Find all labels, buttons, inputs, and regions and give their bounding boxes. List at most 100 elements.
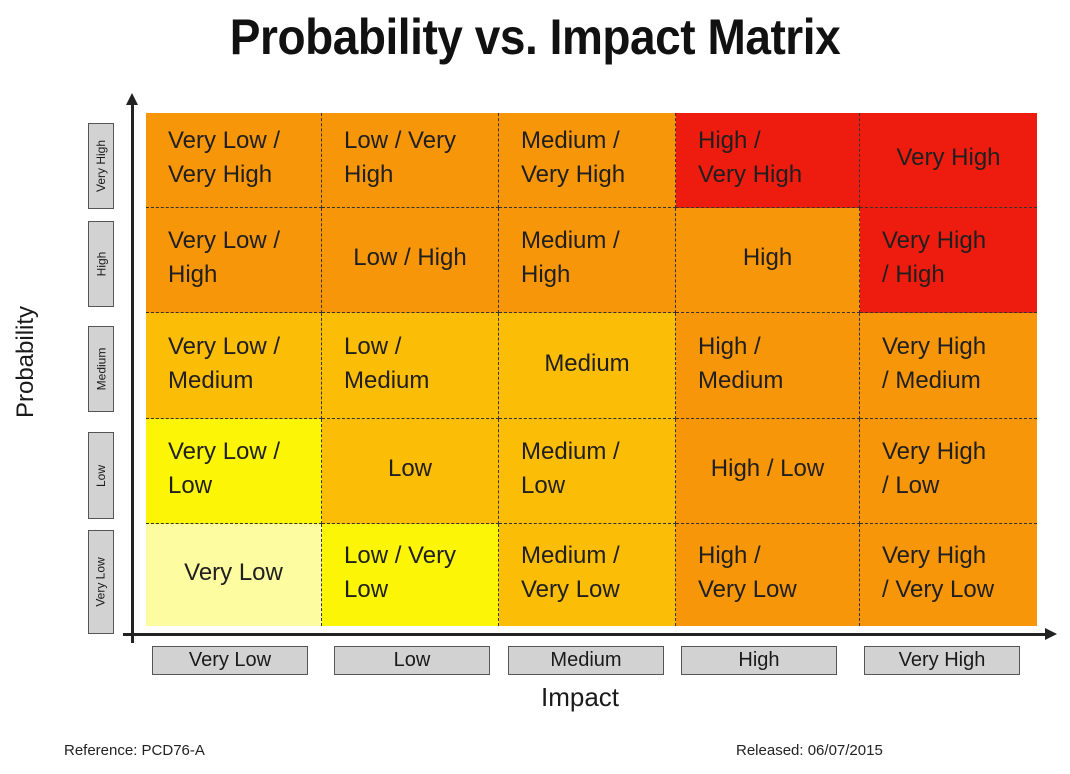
matrix-cell-high-prob-medium-impact: Medium / High <box>499 208 676 313</box>
matrix-cell-medium-prob-very-low-impact: Very Low / Medium <box>146 313 322 419</box>
matrix-cell-line: Low <box>168 472 213 499</box>
matrix-cell-line: Low <box>344 576 389 603</box>
matrix-cell-line: Very Low / <box>168 127 281 154</box>
matrix-cell-text: Very Low / Medium <box>168 330 280 398</box>
risk-matrix-grid: Very Low / Very High Low / Very High Medium … <box>146 113 1037 626</box>
matrix-cell-line: Very High <box>168 161 273 188</box>
matrix-cell-low-prob-low-impact: Low <box>322 419 499 524</box>
matrix-cell-line: Very Low / <box>168 438 281 465</box>
matrix-cell-low-prob-very-high-impact: Very High / Low <box>860 419 1037 524</box>
matrix-cell-text: Very High / Low <box>882 435 986 503</box>
matrix-cell-text: High / Low <box>711 452 824 486</box>
matrix-cell-line: High <box>742 244 793 271</box>
probability-level-high: High <box>88 221 114 307</box>
matrix-cell-line: Medium <box>344 366 430 394</box>
matrix-cell-medium-prob-high-impact: High / Medium <box>676 313 860 419</box>
matrix-cell-text: Medium / Low <box>521 435 620 503</box>
matrix-cell-line: High <box>168 261 218 288</box>
probability-level-label: Very Low <box>94 557 109 607</box>
matrix-cell-line: Medium <box>168 366 254 394</box>
matrix-cell-line: Very High <box>882 227 987 254</box>
matrix-cell-text: Medium <box>544 347 629 381</box>
matrix-cell-line: Very High <box>882 438 987 465</box>
matrix-cell-very-high-prob-high-impact: High / Very High <box>676 113 860 208</box>
matrix-cell-high-prob-very-high-impact: Very High / High <box>860 208 1037 313</box>
matrix-cell-text: Very Low / Low <box>168 435 280 503</box>
matrix-cell-text: Very High <box>896 141 1000 175</box>
matrix-cell-line: Very Low / <box>168 227 281 254</box>
x-axis-arrow <box>1045 628 1057 640</box>
matrix-cell-line: / High <box>882 261 945 288</box>
matrix-cell-line: Low <box>521 472 566 499</box>
matrix-cell-very-high-prob-medium-impact: Medium / Very High <box>499 113 676 208</box>
matrix-cell-line: Medium <box>698 366 784 394</box>
page-title: Probability vs. Impact Matrix <box>229 9 841 65</box>
matrix-cell-very-low-prob-low-impact: Low / Very Low <box>322 524 499 626</box>
y-axis-line <box>131 100 134 643</box>
matrix-cell-very-high-prob-very-low-impact: Very Low / Very High <box>146 113 322 208</box>
matrix-cell-text: High / Medium <box>698 330 783 398</box>
matrix-cell-low-prob-medium-impact: Medium / Low <box>499 419 676 524</box>
matrix-cell-text: Very Low / Very High <box>168 124 280 192</box>
matrix-cell-line: Low / <box>344 332 402 360</box>
y-axis-arrow <box>126 93 138 105</box>
matrix-cell-text: Low / Very High <box>344 124 456 192</box>
matrix-cell-medium-prob-low-impact: Low / Medium <box>322 313 499 419</box>
matrix-cell-text: Low / High <box>353 241 466 275</box>
y-axis-label: Probability <box>12 305 39 419</box>
matrix-cell-line: High <box>521 261 571 288</box>
matrix-cell-very-low-prob-very-low-impact: Very Low <box>146 524 322 626</box>
matrix-cell-text: Very High / High <box>882 224 986 292</box>
matrix-cell-text: Medium / Very High <box>521 124 625 192</box>
matrix-cell-very-high-prob-very-high-impact: Very High <box>860 113 1037 208</box>
matrix-cell-high-prob-low-impact: Low / High <box>322 208 499 313</box>
probability-level-label: Low <box>93 464 108 487</box>
impact-level-very-low: Very Low <box>152 646 308 675</box>
matrix-cell-text: High <box>743 241 792 275</box>
matrix-cell-text: Very High / Medium <box>882 330 986 398</box>
matrix-cell-line: Medium / <box>521 227 620 254</box>
matrix-cell-low-prob-high-impact: High / Low <box>676 419 860 524</box>
matrix-cell-line: High / Low <box>710 455 825 482</box>
matrix-cell-line: High / <box>698 542 761 569</box>
impact-level-medium: Medium <box>508 646 664 675</box>
probability-level-label: Medium <box>94 347 108 391</box>
matrix-cell-line: / Medium <box>882 366 981 394</box>
matrix-cell-line: Low <box>387 455 433 482</box>
probability-level-medium: Medium <box>88 326 114 412</box>
matrix-cell-line: Very High <box>698 161 803 188</box>
probability-level-label: Very High <box>94 139 108 193</box>
matrix-cell-line: Medium / <box>521 127 620 154</box>
matrix-cell-line: Low / Very <box>344 542 457 569</box>
matrix-cell-text: Low / Medium <box>344 330 429 398</box>
matrix-cell-line: Low / Very <box>344 127 457 154</box>
matrix-cell-line: High / <box>698 332 761 360</box>
matrix-cell-line: Very High <box>521 161 626 188</box>
footer-reference: Reference: PCD76-A <box>64 742 205 759</box>
matrix-cell-text: Very Low / High <box>168 224 280 292</box>
matrix-cell-line: / Very Low <box>882 576 995 603</box>
matrix-cell-line: Very High <box>882 332 987 360</box>
matrix-cell-text: High / Very Low <box>698 539 797 607</box>
matrix-cell-high-prob-high-impact: High <box>676 208 860 313</box>
matrix-cell-line: Medium / <box>521 542 620 569</box>
impact-level-high: High <box>681 646 837 675</box>
matrix-cell-line: Very Low <box>184 559 283 586</box>
matrix-cell-medium-prob-very-high-impact: Very High / Medium <box>860 313 1037 419</box>
matrix-cell-text: Very High / Very Low <box>882 539 994 607</box>
matrix-cell-text: High / Very High <box>698 124 802 192</box>
matrix-cell-low-prob-very-low-impact: Very Low / Low <box>146 419 322 524</box>
matrix-cell-text: Medium / Very Low <box>521 539 620 607</box>
matrix-cell-line: Very High <box>896 144 1001 171</box>
x-axis-label: Impact <box>540 682 620 712</box>
matrix-cell-line: High <box>344 161 394 188</box>
matrix-cell-line: Very Low <box>521 576 620 603</box>
probability-level-very-high: Very High <box>88 123 114 209</box>
probability-level-low: Low <box>88 432 114 519</box>
impact-level-low: Low <box>334 646 490 675</box>
matrix-cell-very-high-prob-low-impact: Low / Very High <box>322 113 499 208</box>
matrix-cell-very-low-prob-very-high-impact: Very High / Very Low <box>860 524 1037 626</box>
matrix-cell-line: Low / High <box>353 244 467 271</box>
matrix-cell-text: Low <box>388 452 432 486</box>
matrix-cell-line: Very Low / <box>168 332 281 360</box>
